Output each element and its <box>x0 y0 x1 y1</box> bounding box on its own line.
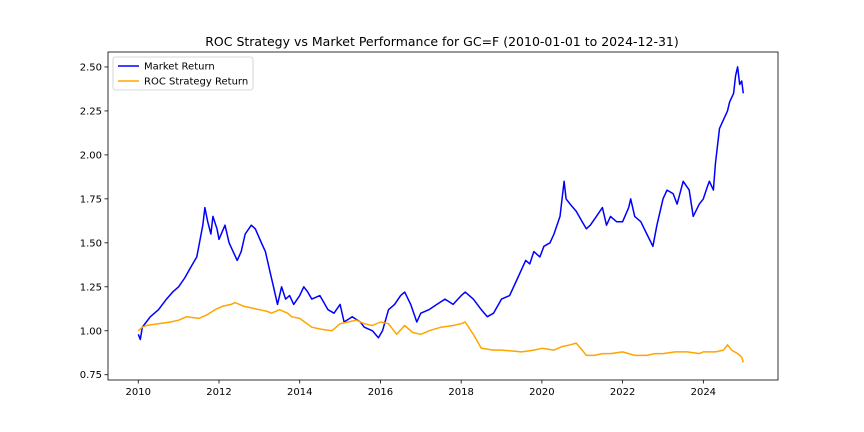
x-tick-label: 2020 <box>529 387 554 398</box>
axes-frame <box>107 51 779 381</box>
plot-area: 2010 2012 2014 2016 2018 2020 2022 2024 0.75 1.00… <box>80 51 779 398</box>
x-tick-label: 2012 <box>206 387 231 398</box>
legend-label-roc-strategy-return: ROC Strategy Return <box>144 77 248 88</box>
y-tick-label: 2.25 <box>80 106 102 117</box>
y-tick-label: 1.25 <box>80 282 102 293</box>
y-tick-label: 0.75 <box>80 370 102 381</box>
legend-box <box>112 56 254 91</box>
x-tick-label: 2010 <box>126 387 151 398</box>
y-tick-label: 1.75 <box>80 194 102 205</box>
x-tick-label: 2018 <box>448 387 473 398</box>
x-tick-label: 2022 <box>610 387 635 398</box>
y-tick-label: 1.00 <box>80 326 102 337</box>
legend: Market Return ROC Strategy Return <box>112 56 254 91</box>
legend-label-market-return: Market Return <box>144 62 215 73</box>
chart-title: ROC Strategy vs Market Performance for G… <box>205 34 679 49</box>
y-tick-label: 2.00 <box>80 150 102 161</box>
y-tick-label: 1.50 <box>80 238 102 249</box>
x-tick-label: 2014 <box>287 387 312 398</box>
x-tick-label: 2024 <box>691 387 716 398</box>
series-line-roc-strategy-return <box>137 301 745 363</box>
series-line-market-return <box>137 66 745 341</box>
x-tick-label: 2016 <box>368 387 393 398</box>
y-tick-label: 2.50 <box>80 62 102 73</box>
